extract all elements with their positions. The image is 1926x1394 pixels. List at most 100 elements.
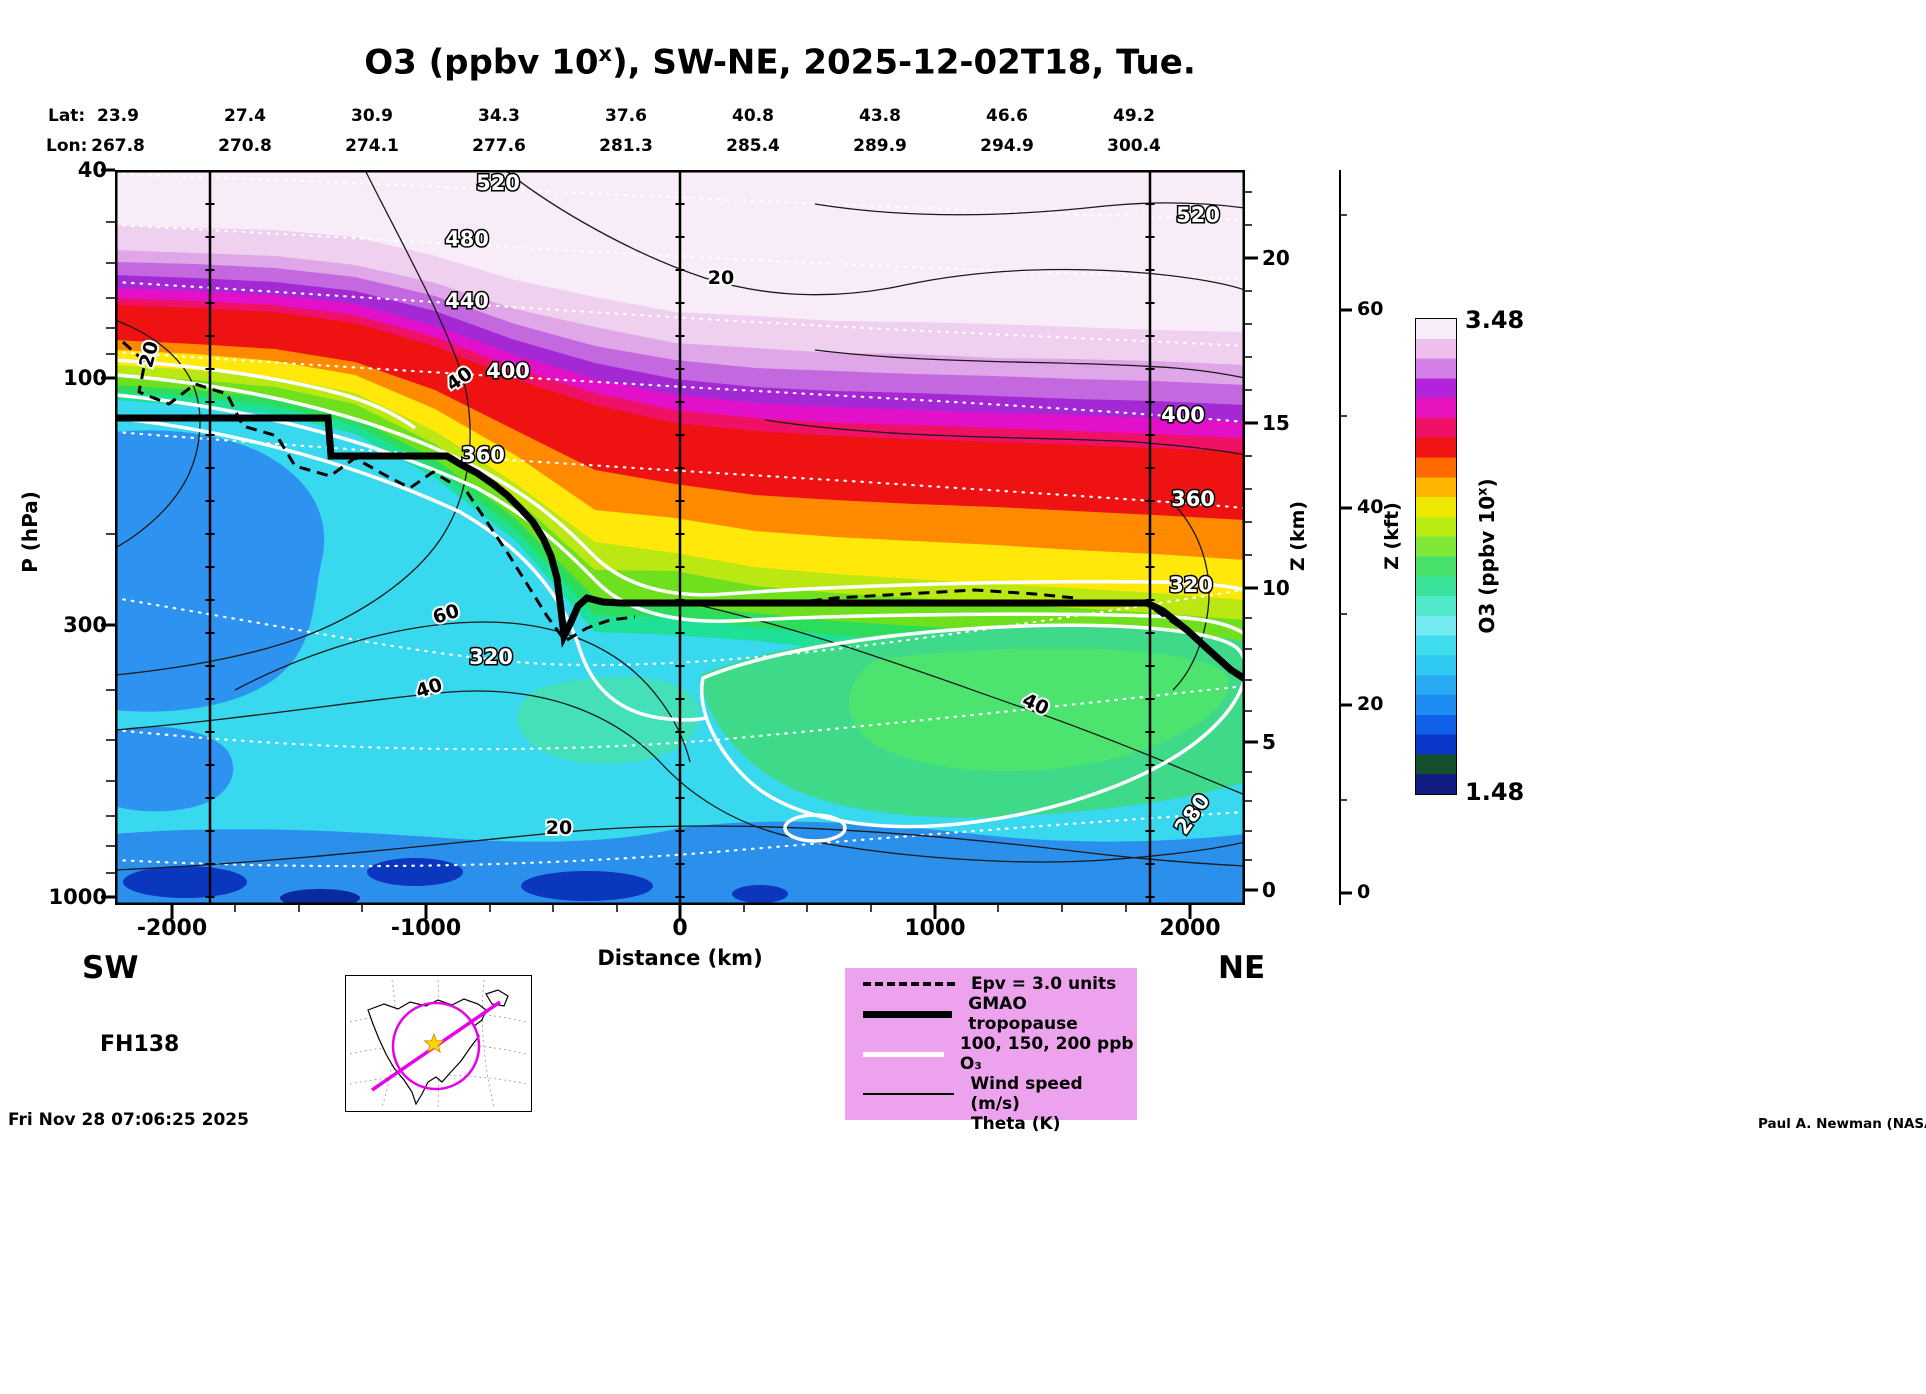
legend-label: 100, 150, 200 ppb O₃ <box>959 1034 1134 1074</box>
legend-item-o3-contours: 100, 150, 200 ppb O₃ <box>845 1034 1137 1074</box>
p-axis-tick: 300 <box>63 613 107 637</box>
colorbar-max: 3.48 <box>1465 306 1525 334</box>
lon-value: 294.9 <box>980 136 1034 156</box>
zkft-axis-tick: 0 <box>1357 881 1371 903</box>
x-axis-tick: -1000 <box>390 916 462 941</box>
map-range-circle <box>391 1001 481 1091</box>
x-axis-title: Distance (km) <box>597 946 763 970</box>
legend-label: Wind speed (m/s) <box>970 1074 1083 1114</box>
o3-ppb-contours <box>115 358 1245 843</box>
endpoint-sw: SW <box>82 950 139 986</box>
title-superscript: x <box>598 42 613 66</box>
x-axis-tick: -2000 <box>136 916 208 941</box>
colorbar-title-sup: x <box>1475 487 1491 496</box>
theta-label: 440 <box>445 289 489 313</box>
inset-map-canvas <box>349 979 528 1108</box>
theta-label: 360 <box>1171 487 1215 511</box>
p-axis-tick: 40 <box>77 158 107 182</box>
lon-axis-label: Lon: <box>46 136 88 156</box>
theta-label: 480 <box>445 227 489 251</box>
theta-label: 520 <box>476 171 520 195</box>
zkft-axis-tick: 20 <box>1357 693 1384 715</box>
inset-map <box>345 975 532 1112</box>
tropopause-line <box>115 414 1245 682</box>
map-greenland <box>485 989 509 1007</box>
zkm-axis-tick: 20 <box>1262 246 1290 270</box>
lon-value: 289.9 <box>853 136 907 156</box>
theta-label: 320 <box>469 645 513 669</box>
x-axis-tick: 0 <box>672 916 688 941</box>
lat-value: 46.6 <box>986 106 1028 126</box>
legend-box: Epv = 3.0 units GMAO tropopause 100, 150… <box>845 968 1137 1134</box>
zkm-axis-tick: 10 <box>1262 576 1290 600</box>
o3-intrusion-loop <box>700 623 1245 829</box>
lon-value: 281.3 <box>599 136 653 156</box>
theta-label: 400 <box>1161 403 1205 427</box>
wind-line-sample <box>863 1093 955 1095</box>
legend-label: GMAO tropopause <box>968 994 1078 1034</box>
forecast-hour-label: FH138 <box>100 1032 180 1057</box>
colorbar-title-post: ) <box>1475 478 1499 488</box>
timestamp: Fri Nov 28 07:06:25 2025 <box>8 1110 249 1130</box>
legend-label: Epv = 3.0 units <box>971 974 1117 994</box>
map-center-star <box>423 1032 445 1054</box>
title-post: ), SW-NE, 2025-12-02T18, Tue. <box>612 42 1196 83</box>
legend-label: Theta (K) <box>971 1114 1061 1134</box>
zkm-axis-tick: 5 <box>1262 730 1276 754</box>
lat-value: 34.3 <box>478 106 520 126</box>
lon-value: 285.4 <box>726 136 780 156</box>
lat-value: 23.9 <box>97 106 139 126</box>
p-axis-tick: 100 <box>63 366 107 390</box>
theta-label: 360 <box>461 443 505 467</box>
wind-label: 20 <box>708 267 734 289</box>
reference-vertical-lines <box>205 170 1155 905</box>
theta-label: 400 <box>486 359 530 383</box>
zkft-axis-tick: 60 <box>1357 298 1384 320</box>
lon-value: 300.4 <box>1107 136 1161 156</box>
lon-value: 277.6 <box>472 136 526 156</box>
lat-value: 37.6 <box>605 106 647 126</box>
legend-item-wind: Wind speed (m/s) <box>845 1074 1137 1114</box>
zkft-axis-title: Z (kft) <box>1381 502 1403 570</box>
lon-value: 267.8 <box>91 136 145 156</box>
lat-value: 49.2 <box>1113 106 1155 126</box>
colorbar-title: O3 (ppbv 10x) <box>1475 446 1499 666</box>
page-title: O3 (ppbv 10x), SW-NE, 2025-12-02T18, Tue… <box>0 42 1560 82</box>
zkft-axis-tick: 40 <box>1357 496 1384 518</box>
lat-value: 27.4 <box>224 106 266 126</box>
lat-value: 30.9 <box>351 106 393 126</box>
theta-line-sample <box>863 1122 955 1126</box>
colorbar <box>1415 318 1457 795</box>
theta-contours <box>115 172 1245 868</box>
lat-axis-label: Lat: <box>48 106 86 126</box>
zkm-axis-tick: 15 <box>1262 411 1290 435</box>
x-axis-tick: 1000 <box>904 916 966 941</box>
colorbar-title-pre: O3 (ppbv 10 <box>1475 495 1499 634</box>
x-axis-tick: 2000 <box>1159 916 1221 941</box>
zkm-axis-title: Z (km) <box>1287 500 1309 572</box>
zkm-axis-tick: 0 <box>1262 878 1276 902</box>
o3-line-sample <box>863 1051 944 1057</box>
lat-value: 40.8 <box>732 106 774 126</box>
lon-value: 274.1 <box>345 136 399 156</box>
p-axis-tick: 1000 <box>48 885 107 909</box>
plot-frame <box>115 170 1245 905</box>
p-axis-title: P (hPa) <box>18 491 42 573</box>
legend-item-epv: Epv = 3.0 units <box>845 974 1137 994</box>
tropopause-line-sample <box>863 1010 953 1018</box>
o3-curtain-plot: 520 520 480 440 400 400 360 360 320 320 … <box>115 170 1245 905</box>
endpoint-ne: NE <box>1218 950 1266 986</box>
wind-label: 20 <box>546 817 572 839</box>
legend-item-theta: Theta (K) <box>845 1114 1137 1134</box>
theta-label: 520 <box>1176 203 1220 227</box>
theta-label: 320 <box>1169 573 1213 597</box>
credit: Paul A. Newman (NASA <box>1758 1116 1926 1132</box>
epv-line-sample <box>863 982 955 986</box>
lon-value: 270.8 <box>218 136 272 156</box>
legend-item-tropopause: GMAO tropopause <box>845 994 1137 1034</box>
lat-value: 43.8 <box>859 106 901 126</box>
title-pre: O3 (ppbv 10 <box>364 42 599 83</box>
colorbar-min: 1.48 <box>1465 778 1525 806</box>
wind-speed-contours <box>115 170 1245 871</box>
